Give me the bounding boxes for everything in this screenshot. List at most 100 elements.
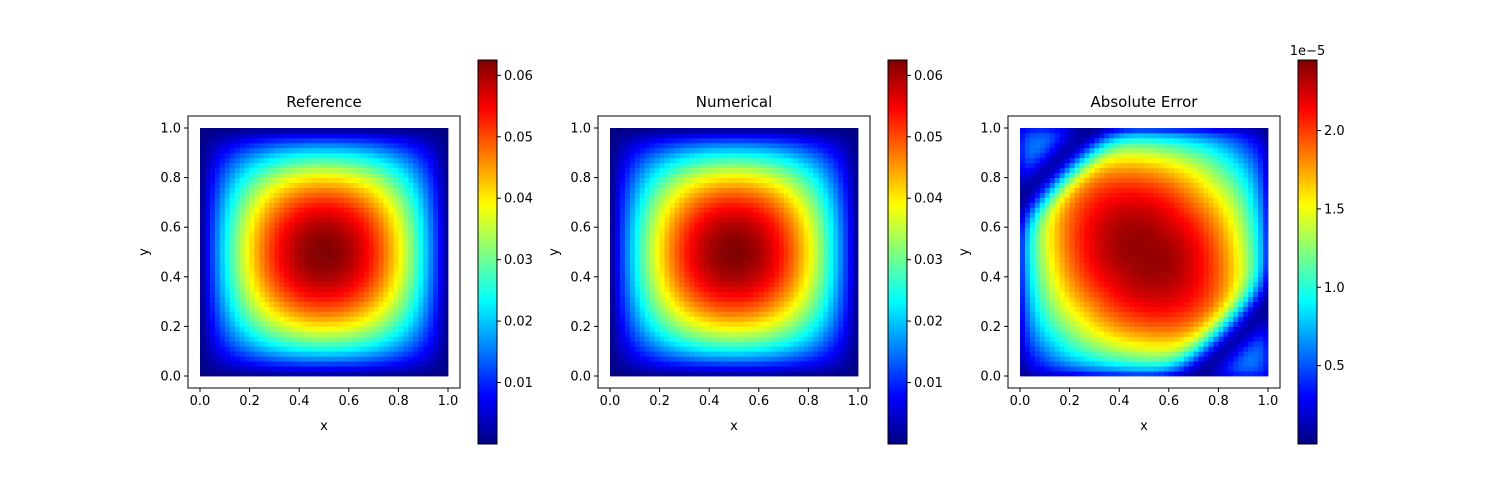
- heatmap-cell: [403, 341, 409, 347]
- heatmap-cell: [314, 167, 320, 174]
- heatmap-cell: [408, 187, 414, 193]
- heatmap-cell: [629, 371, 636, 377]
- heatmap-cell: [363, 177, 370, 183]
- heatmap-cell: [324, 361, 330, 367]
- heatmap-cell: [729, 227, 735, 233]
- heatmap-cell: [264, 316, 270, 322]
- heatmap-cell: [818, 187, 824, 193]
- heatmap-cell: [239, 212, 246, 218]
- heatmap-cell: [403, 252, 409, 258]
- heatmap-cell: [200, 132, 206, 139]
- heatmap-cell: [264, 252, 270, 258]
- heatmap-cell: [418, 301, 424, 307]
- heatmap-cell: [734, 212, 740, 218]
- heatmap-cell: [219, 132, 226, 139]
- heatmap-cell: [393, 361, 399, 367]
- heatmap-cell: [264, 336, 270, 342]
- heatmap-cell: [778, 276, 784, 283]
- heatmap-cell: [758, 192, 765, 198]
- heatmap-cell: [289, 311, 295, 317]
- heatmap-cell: [363, 346, 370, 352]
- heatmap-cell: [343, 306, 350, 312]
- heatmap-cell: [828, 266, 834, 273]
- heatmap-cell: [348, 242, 355, 248]
- heatmap-cell: [328, 157, 335, 164]
- heatmap-cell: [743, 247, 750, 253]
- heatmap-cell: [833, 356, 839, 362]
- heatmap-cell: [279, 237, 285, 243]
- heatmap-cell: [803, 232, 809, 238]
- heatmap-cell: [719, 366, 725, 372]
- heatmap-cell: [319, 361, 325, 367]
- heatmap-cell: [783, 261, 789, 268]
- heatmap-cell: [393, 157, 399, 164]
- heatmap-cell: [348, 142, 355, 149]
- heatmap-cell: [828, 326, 834, 332]
- heatmap-cell: [244, 331, 250, 337]
- heatmap-cell: [729, 366, 735, 372]
- heatmap-cell: [289, 232, 295, 238]
- heatmap-cell: [398, 128, 404, 134]
- heatmap-cell: [304, 247, 310, 253]
- heatmap-cell: [254, 371, 260, 377]
- heatmap-cell: [433, 321, 439, 327]
- heatmap-cell: [428, 222, 434, 228]
- heatmap-cell: [348, 147, 355, 154]
- heatmap-cell: [423, 346, 429, 352]
- heatmap-cell: [289, 172, 295, 178]
- mesh-line: [199, 197, 379, 377]
- heatmap-cell: [204, 326, 211, 332]
- heatmap-cell: [234, 252, 241, 258]
- heatmap-cell: [798, 202, 804, 208]
- heatmap-cell: [818, 306, 824, 312]
- heatmap-cell: [783, 291, 789, 298]
- heatmap-cell: [743, 197, 750, 203]
- heatmap-cell: [748, 371, 755, 377]
- heatmap-cell: [843, 346, 849, 352]
- heatmap-cell: [234, 192, 241, 198]
- heatmap-cell: [289, 247, 295, 253]
- heatmap-cell: [388, 336, 394, 342]
- heatmap-cell: [279, 336, 285, 342]
- heatmap-cell: [219, 256, 226, 263]
- heatmap-cell: [753, 361, 760, 367]
- heatmap-cell: [393, 291, 399, 298]
- heatmap-cell: [778, 371, 784, 377]
- heatmap-cell: [363, 192, 370, 198]
- heatmap-cell: [353, 351, 360, 357]
- heatmap-cell: [304, 346, 310, 352]
- heatmap-cell: [773, 346, 780, 352]
- heatmap-cell: [353, 202, 360, 208]
- heatmap-cell: [343, 311, 350, 317]
- mesh-line: [199, 241, 335, 377]
- heatmap-cell: [768, 346, 775, 352]
- heatmap-cell: [793, 291, 799, 298]
- heatmap-cell: [289, 296, 295, 302]
- heatmap-cell: [644, 346, 651, 352]
- heatmap-cell: [813, 222, 819, 228]
- heatmap-cell: [363, 281, 370, 288]
- heatmap-cell: [428, 217, 434, 223]
- heatmap-cell: [768, 172, 775, 178]
- colorbar-segment: [478, 434, 497, 439]
- mesh-line: [199, 341, 235, 377]
- heatmap-cell: [393, 286, 399, 293]
- heatmap-cell: [284, 331, 290, 337]
- heatmap-cell: [343, 361, 350, 367]
- heatmap-cell: [284, 296, 290, 302]
- heatmap-cell: [304, 157, 310, 164]
- heatmap-cell: [239, 162, 246, 169]
- heatmap-cell: [249, 242, 255, 248]
- heatmap-cell: [353, 291, 360, 298]
- heatmap-cell: [783, 157, 789, 164]
- heatmap-cell: [269, 227, 275, 233]
- heatmap-cell: [763, 371, 770, 377]
- heatmap-cell: [808, 227, 814, 233]
- heatmap-cell: [353, 261, 360, 268]
- heatmap-cell: [353, 242, 360, 248]
- heatmap-cell: [214, 252, 221, 258]
- heatmap-cell: [403, 296, 409, 302]
- heatmap-cell: [274, 311, 280, 317]
- heatmap-cell: [704, 167, 710, 174]
- heatmap-cell: [284, 326, 290, 332]
